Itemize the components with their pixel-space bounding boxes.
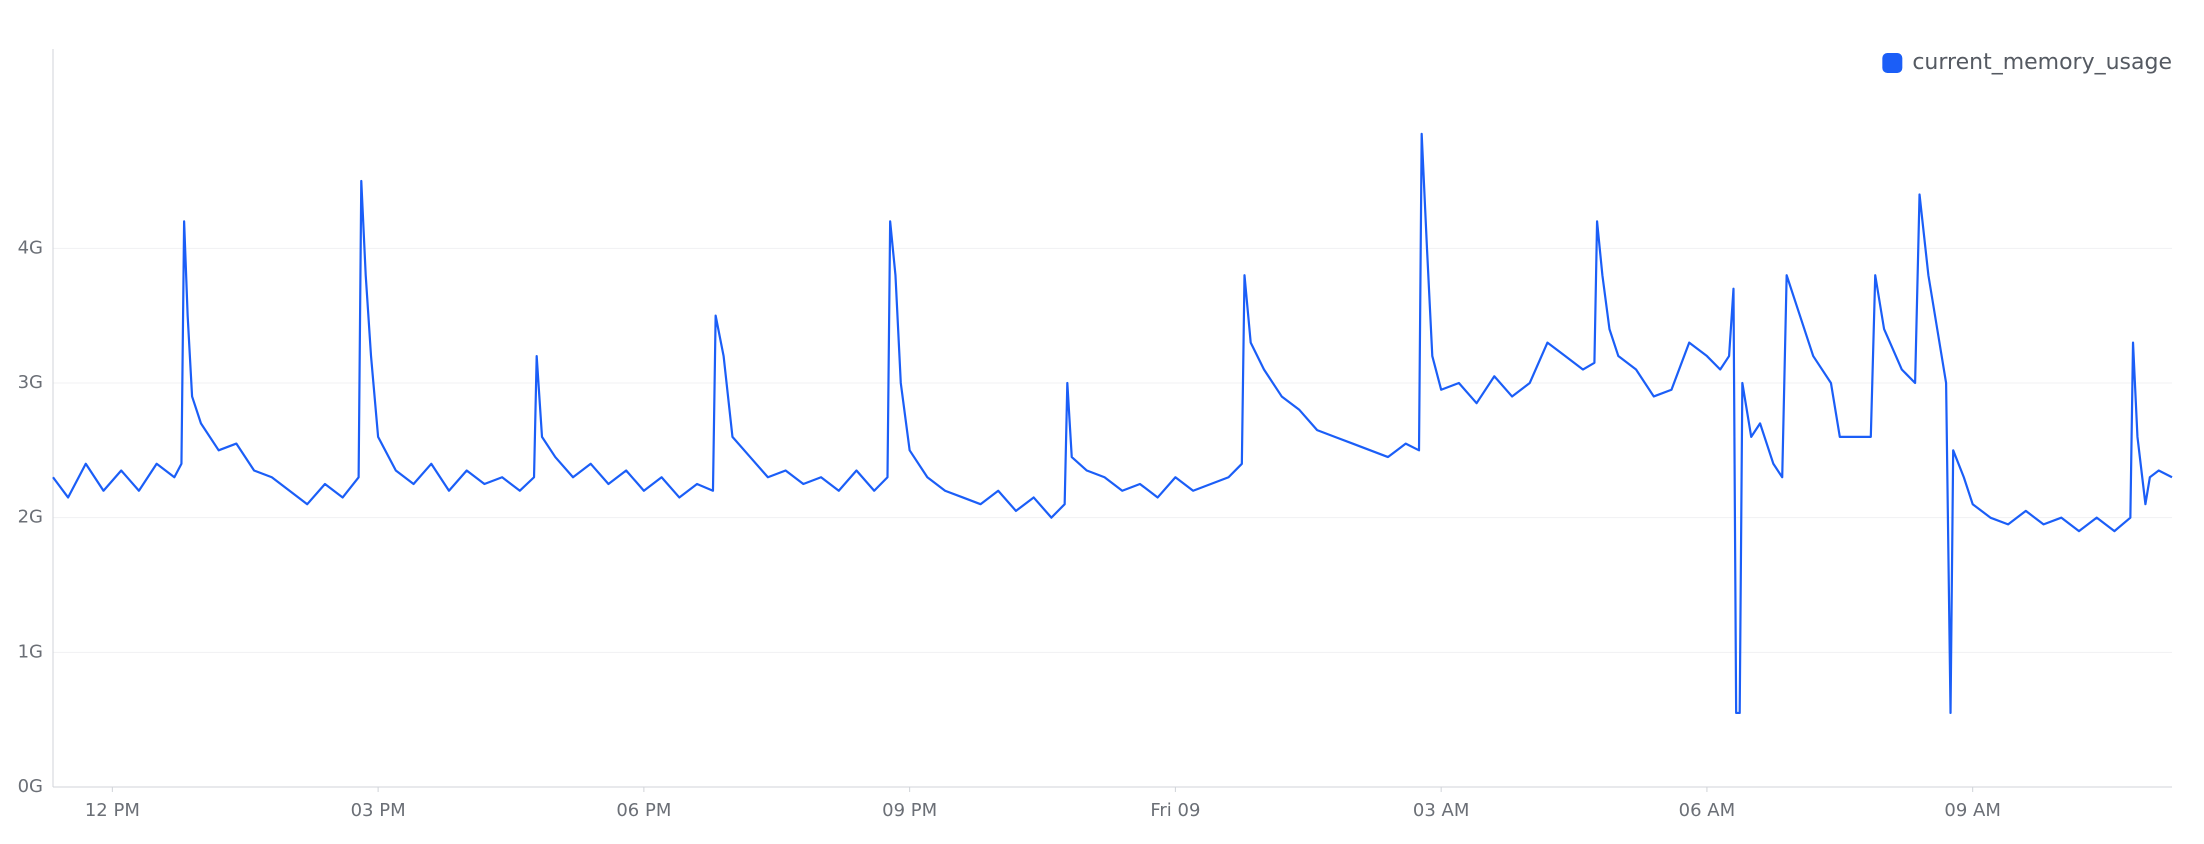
x-tick-label: 06 AM	[1679, 800, 1735, 821]
x-tick-label: 06 PM	[616, 800, 671, 821]
x-tick-label: 03 AM	[1413, 800, 1469, 821]
y-tick-label: 2G	[18, 507, 43, 528]
legend-label: current_memory_usage	[1912, 50, 2172, 75]
x-tick-label: 09 PM	[882, 800, 937, 821]
series-line	[52, 132, 2173, 715]
x-tick-label: Fri 09	[1150, 800, 1200, 821]
y-tick-label: 1G	[18, 641, 43, 662]
x-tick-label: 12 PM	[85, 800, 140, 821]
legend-swatch	[1882, 53, 1903, 73]
y-tick-label: 3G	[18, 372, 43, 393]
x-tick-label: 09 AM	[1944, 800, 2000, 821]
y-tick-label: 0G	[18, 776, 43, 797]
y-tick-label: 4G	[18, 237, 43, 258]
x-tick-label: 03 PM	[351, 800, 406, 821]
